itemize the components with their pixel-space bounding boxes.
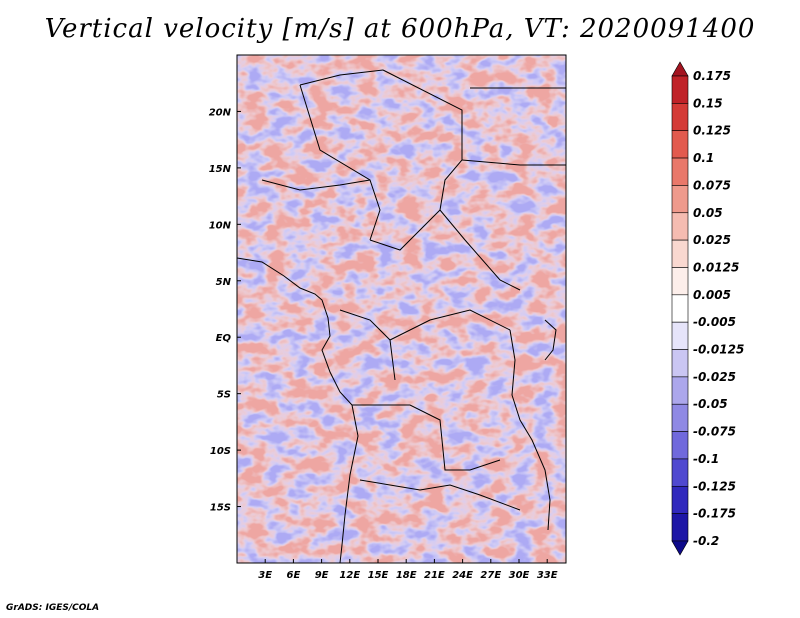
colorbar-swatch xyxy=(671,349,689,378)
colorbar-swatch xyxy=(671,321,689,350)
lon-tick-label: 33E xyxy=(537,570,558,581)
lat-tick-label: 10S xyxy=(210,446,231,457)
colorbar-max-arrow xyxy=(671,61,689,77)
colorbar-swatch xyxy=(671,212,689,241)
latitude-ticks: 20N 15N 10N 5N EQ 5S 10S 15S xyxy=(209,107,241,514)
lat-tick-label: 5N xyxy=(216,277,232,288)
longitude-ticks: 3E 6E 9E 12E 15E 18E 21E 24E 27E 30E 33E xyxy=(258,559,558,581)
lat-tick-label: 15N xyxy=(209,164,232,175)
grads-credit: GrADS: IGES/COLA xyxy=(6,603,100,613)
lat-tick-label: 20N xyxy=(209,107,232,118)
chart-title: Vertical velocity [m/s] at 600hPa, VT: 2… xyxy=(44,14,756,44)
lon-tick-label: 3E xyxy=(258,570,272,581)
lat-tick-label: 15S xyxy=(210,503,231,514)
colorbar-label: -0.0125 xyxy=(693,343,744,357)
map-frame xyxy=(236,54,567,564)
colorbar-label: 0.025 xyxy=(693,233,731,247)
lon-tick-label: 12E xyxy=(339,570,360,581)
lon-tick-label: 30E xyxy=(509,570,530,581)
colorbar-swatch xyxy=(671,431,689,460)
colorbar-swatch xyxy=(671,458,689,487)
map-figure: 20N 15N 10N 5N EQ 5S 10S 15S 3E 6E 9E 12E 15E 18E 21E… xyxy=(209,54,744,581)
colorbar-swatch xyxy=(671,403,689,432)
colorbar-label: -0.05 xyxy=(693,397,728,411)
colorbar-label: -0.075 xyxy=(693,425,736,439)
colorbar-label: -0.1 xyxy=(693,452,719,466)
field-plot xyxy=(237,55,566,563)
colorbar-swatch xyxy=(671,185,689,214)
colorbar-label: -0.025 xyxy=(693,370,736,384)
colorbar-swatch xyxy=(671,513,689,542)
colorbar-label: 0.05 xyxy=(693,206,723,220)
lon-tick-label: 9E xyxy=(315,570,329,581)
colorbar-swatch xyxy=(671,376,689,405)
colorbar-swatch xyxy=(671,75,689,104)
colorbar-label: 0.0125 xyxy=(693,260,739,274)
colorbar-swatch xyxy=(671,130,689,159)
colorbar-min-arrow xyxy=(671,540,689,556)
lat-tick-label: 10N xyxy=(209,220,232,231)
colorbar-swatch xyxy=(671,157,689,186)
colorbar-label: 0.175 xyxy=(693,69,731,83)
colorbar-label: -0.125 xyxy=(693,479,736,493)
lat-tick-label: EQ xyxy=(216,333,232,344)
lon-tick-label: 6E xyxy=(287,570,301,581)
lon-tick-label: 15E xyxy=(368,570,389,581)
lon-tick-label: 21E xyxy=(424,570,445,581)
colorbar-label: 0.1 xyxy=(693,151,714,165)
colorbar-label: 0.125 xyxy=(693,124,731,138)
colorbar-label: 0.075 xyxy=(693,178,731,192)
lon-tick-label: 27E xyxy=(480,570,501,581)
lon-tick-label: 18E xyxy=(396,570,417,581)
colorbar-label: -0.005 xyxy=(693,315,736,329)
colorbar-label: 0.005 xyxy=(693,288,731,302)
colorbar-label: -0.175 xyxy=(693,507,736,521)
lat-tick-label: 5S xyxy=(217,390,231,401)
colorbar-swatch xyxy=(671,103,689,132)
colorbar: 0.175 0.15 0.125 0.1 0.075 0.05 0.025 0.0125 0.0… xyxy=(671,61,744,556)
colorbar-swatch xyxy=(671,485,689,514)
colorbar-swatch xyxy=(671,239,689,268)
colorbar-swatch xyxy=(671,294,689,323)
colorbar-label: 0.15 xyxy=(693,96,723,110)
lon-tick-label: 24E xyxy=(452,570,473,581)
boundaries xyxy=(237,69,566,563)
colorbar-label: -0.2 xyxy=(693,534,719,548)
colorbar-swatch xyxy=(671,267,689,296)
